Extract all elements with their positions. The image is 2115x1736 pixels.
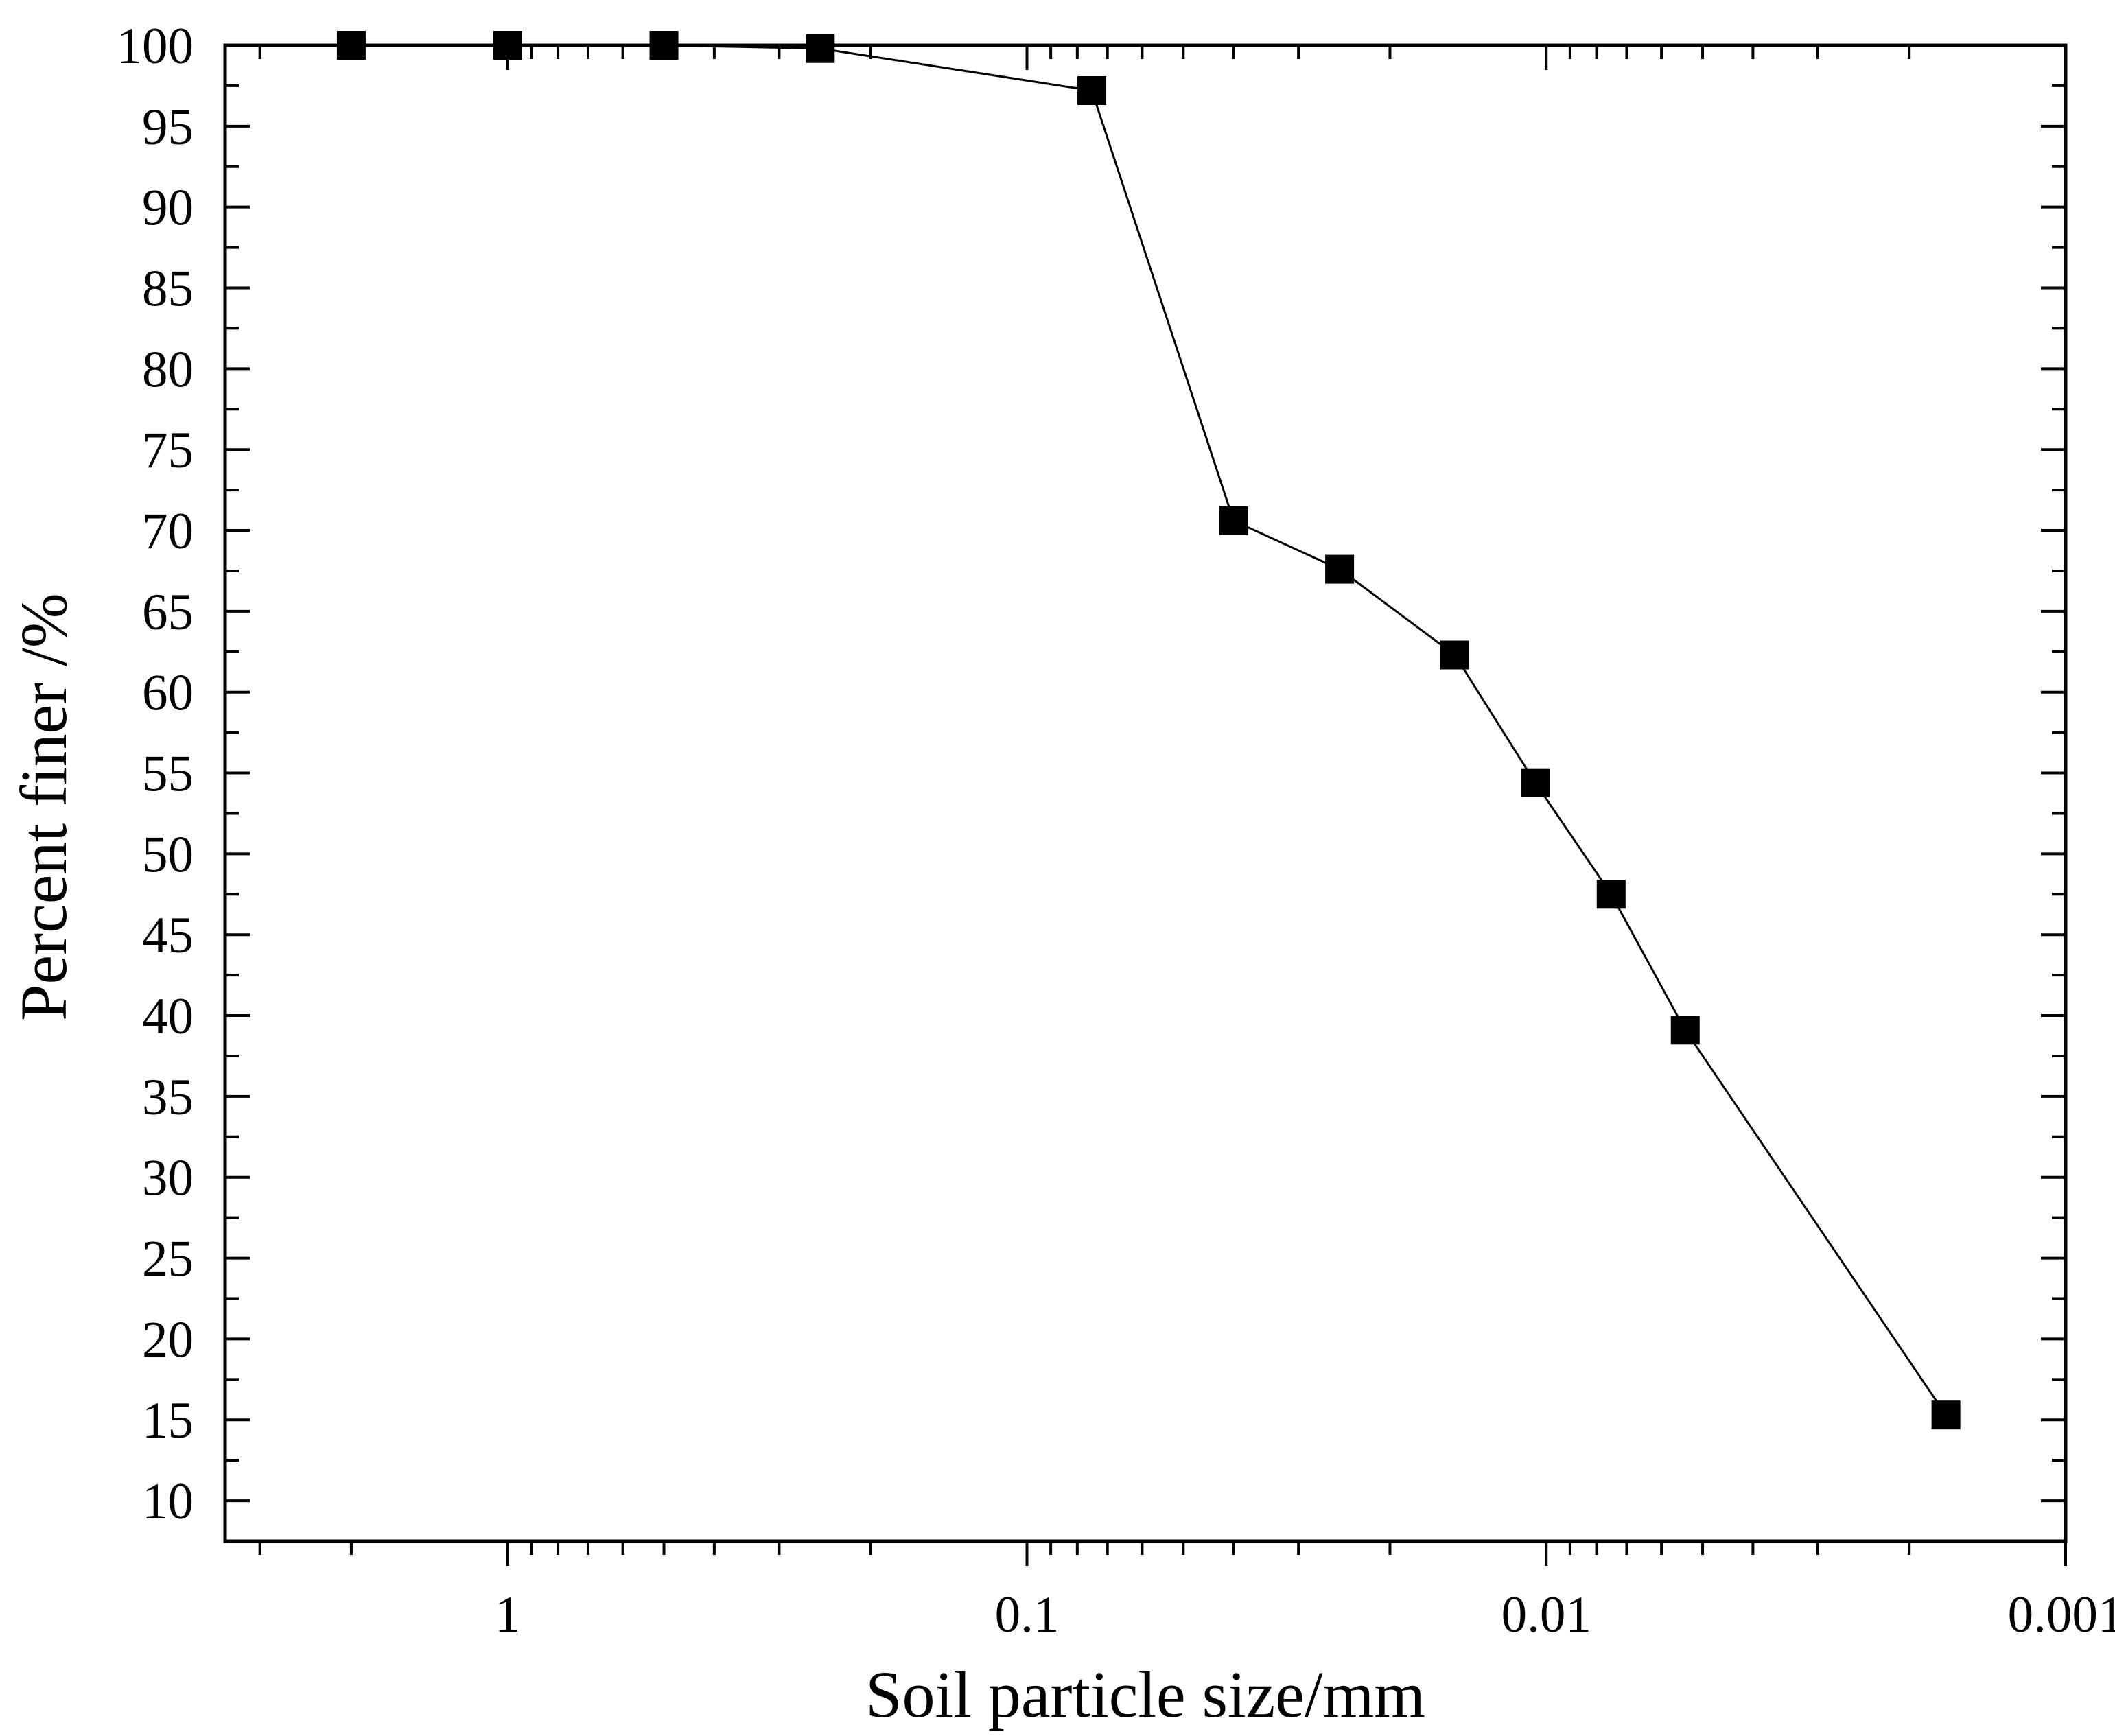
y-tick-label: 100 bbox=[117, 18, 194, 75]
y-tick-label: 50 bbox=[142, 826, 194, 883]
y-tick-label: 60 bbox=[142, 665, 194, 722]
y-tick-label: 15 bbox=[142, 1392, 194, 1449]
y-tick-label: 90 bbox=[142, 180, 194, 237]
y-tick-label: 40 bbox=[142, 988, 194, 1045]
tick-labels: 1 0.1 0.01 0.001 10 15 20 25 30 35 40 45 50 55 60 65 70 7… bbox=[117, 18, 2115, 1643]
series-line bbox=[351, 44, 1947, 1416]
x-tick-label: 0.1 bbox=[995, 1586, 1060, 1643]
data-point bbox=[1440, 640, 1469, 670]
y-tick-label: 25 bbox=[142, 1231, 194, 1288]
y-tick-label: 45 bbox=[142, 907, 194, 964]
data-point bbox=[1931, 1400, 1961, 1430]
x-axis-title: Soil particle size/mm bbox=[865, 1658, 1425, 1731]
plot-frame bbox=[223, 43, 2068, 1543]
data-point bbox=[1596, 880, 1626, 909]
data-point bbox=[336, 31, 366, 60]
x-tick-label: 0.01 bbox=[1501, 1586, 1591, 1643]
y-tick-label: 65 bbox=[142, 584, 194, 641]
data-point bbox=[1325, 554, 1355, 584]
y-tick-label: 10 bbox=[142, 1473, 194, 1530]
y-axis-title: Percent finer /% bbox=[7, 593, 80, 1021]
data-point bbox=[806, 34, 835, 63]
data-point bbox=[1077, 75, 1107, 105]
axis-ticks bbox=[225, 44, 2067, 1566]
y-tick-label: 20 bbox=[142, 1311, 194, 1368]
y-tick-label: 85 bbox=[142, 261, 194, 318]
data-point bbox=[493, 31, 522, 60]
data-series bbox=[336, 31, 1961, 1430]
data-point bbox=[1219, 506, 1248, 535]
y-tick-label: 80 bbox=[142, 341, 194, 398]
data-point bbox=[1521, 768, 1550, 797]
data-point bbox=[649, 31, 679, 60]
y-tick-label: 30 bbox=[142, 1150, 194, 1207]
y-tick-label: 55 bbox=[142, 746, 194, 803]
x-tick-label: 0.001 bbox=[2008, 1586, 2115, 1643]
x-tick-label: 1 bbox=[495, 1586, 521, 1643]
y-tick-label: 75 bbox=[142, 422, 194, 479]
y-tick-label: 95 bbox=[142, 99, 194, 156]
data-point bbox=[1670, 1016, 1700, 1045]
y-tick-label: 35 bbox=[142, 1069, 194, 1126]
y-tick-label: 70 bbox=[142, 503, 194, 560]
